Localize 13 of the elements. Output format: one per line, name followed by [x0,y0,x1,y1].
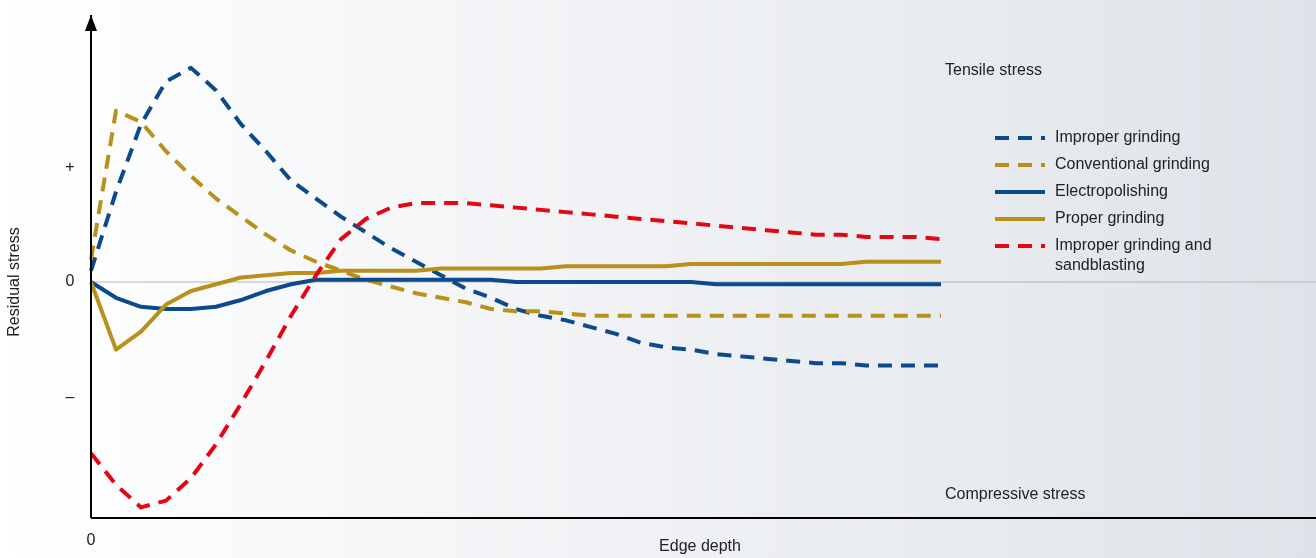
text: + [65,158,75,176]
legend-label: Conventional grinding [1055,155,1210,173]
text: – [65,388,75,406]
y-axis-title: Residual stress [5,227,23,337]
legend-label: Improper grinding [1055,128,1181,146]
legend-label: Proper grinding [1055,209,1165,227]
text: 0 [86,531,96,549]
annotation: Compressive stress [945,485,1086,503]
annotation: Tensile stress [945,61,1042,79]
x-axis-title: Edge depth [659,537,741,555]
legend-label: Improper grinding and sandblasting [1055,236,1212,274]
legend-label: Electropolishing [1055,182,1168,200]
text: 0 [65,272,75,290]
